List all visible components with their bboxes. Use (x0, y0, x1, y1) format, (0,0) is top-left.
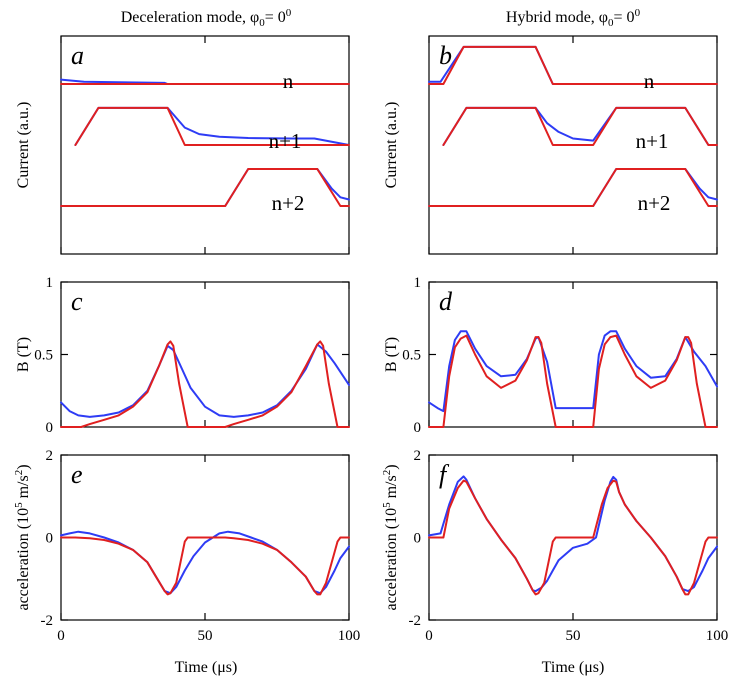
series-line-np2-blue (60, 168, 350, 207)
series-line-np2-red (428, 168, 718, 207)
panel-a: Current (a.u.) a n n+1 n+2 (15, 35, 350, 255)
y-axis-label: B (T) (383, 337, 400, 372)
series-line-n-red (428, 45, 718, 85)
channel-label: n (644, 69, 655, 93)
y-tick-label: 0 (46, 531, 54, 547)
channel-label: n+2 (638, 191, 671, 215)
x-tick-label: 50 (198, 628, 213, 644)
y-tick-label: 1 (414, 275, 422, 291)
y-tick-label: 0.5 (402, 348, 421, 364)
channel-label: n+2 (272, 191, 305, 215)
y-axis-label: acceleration (105 m/s2) (381, 464, 400, 610)
channel-label: n+1 (269, 129, 302, 153)
y-axis-label: acceleration (105 m/s2) (13, 464, 32, 610)
series-line-np1-red (74, 106, 350, 146)
y-axis-label: Current (a.u.) (383, 102, 400, 189)
panel-d: 0 0.5 1 B (T) d (383, 275, 718, 436)
y-tick-label: 2 (414, 448, 422, 464)
panel-c: 0 0.5 1 B (T) c (15, 275, 350, 436)
x-tick-label: 100 (706, 628, 729, 644)
y-tick-label: 0 (414, 531, 422, 547)
channel-label: n (283, 69, 294, 93)
series-line-n-blue (428, 45, 718, 85)
y-tick-label: 0 (414, 420, 422, 436)
column-title-deceleration: Deceleration mode, φ0= 00 (121, 7, 292, 29)
series-line-blue (428, 330, 718, 413)
x-tick-label: 50 (566, 628, 581, 644)
series-line-red (60, 340, 350, 428)
panel-letter: a (71, 41, 84, 70)
panel-letter: e (71, 460, 83, 489)
column-title-hybrid: Hybrid mode, φ0= 00 (506, 7, 641, 29)
series-line-red (428, 334, 718, 428)
channel-label: n+1 (636, 129, 669, 153)
series-line-np1-blue (442, 106, 718, 146)
panel-letter: d (439, 287, 453, 316)
series-line-np2-blue (428, 168, 718, 207)
y-tick-label: 2 (46, 448, 54, 464)
y-tick-label: 0 (46, 420, 54, 436)
x-tick-label: 100 (338, 628, 361, 644)
y-axis-label: Current (a.u.) (15, 102, 32, 189)
x-tick-label: 0 (425, 628, 433, 644)
y-axis-label: B (T) (15, 337, 32, 372)
x-axis-label-right: Time (μs) (542, 659, 605, 676)
panel-letter: c (71, 287, 83, 316)
panel-letter: f (439, 460, 450, 489)
y-tick-label: -2 (41, 613, 54, 629)
series-line-blue (60, 343, 350, 418)
series-line-red (428, 479, 718, 596)
panel-b: Current (a.u.) b n n+1 n+2 (383, 35, 718, 255)
series-line-np1-red (442, 106, 718, 146)
x-axis-label-left: Time (μs) (175, 659, 238, 676)
series-line-red (60, 536, 350, 596)
series-line-np1-blue (74, 106, 350, 146)
y-tick-label: 0.5 (34, 348, 53, 364)
y-tick-label: 1 (46, 275, 54, 291)
y-tick-label: -2 (409, 613, 422, 629)
series-line-np2-red (60, 168, 350, 207)
panel-letter: b (439, 41, 452, 70)
plot-frame (428, 281, 718, 428)
x-tick-label: 0 (57, 628, 65, 644)
